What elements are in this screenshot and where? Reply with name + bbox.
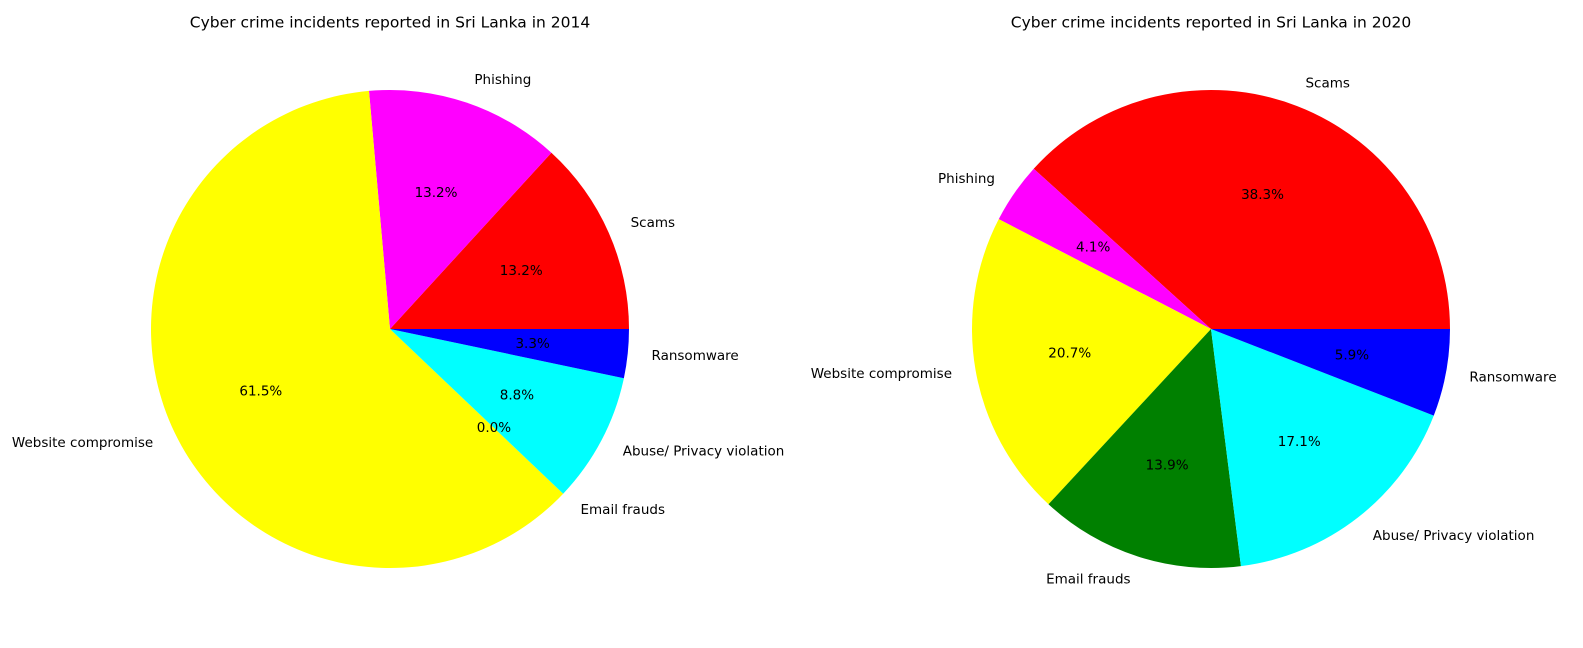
pie-slice-phishing xyxy=(369,89,552,330)
slice-label: Phishing xyxy=(938,171,995,187)
chart-title: Cyber crime incidents reported in Sri La… xyxy=(1011,14,1411,32)
pie-slice-ransomware xyxy=(390,329,629,379)
slice-percent-label: 13.2% xyxy=(500,263,543,279)
pie-slice-scams xyxy=(1033,89,1450,329)
slice-label: Phishing xyxy=(474,72,531,88)
labels-layer: Scams 13.2% Phishing 13.2% Website compromis… xyxy=(12,72,784,518)
slice-percent-label: 17.1% xyxy=(1278,434,1321,450)
slice-percent-label: 4.1% xyxy=(1076,239,1110,255)
slice-percent-label: 0.0% xyxy=(477,420,511,436)
slice-label: Email frauds xyxy=(581,502,665,518)
slice-label: Scams xyxy=(631,215,675,231)
slice-label: Website compromise xyxy=(811,366,952,382)
slice-percent-label: 61.5% xyxy=(239,383,282,399)
slice-label: Scams xyxy=(1305,76,1349,92)
labels-layer: Scams 38.3% Phishing 4.1% Website compromise… xyxy=(811,76,1557,588)
pie-slice-email-frauds xyxy=(1048,329,1241,569)
pie-slice-phishing xyxy=(998,168,1211,329)
slice-percent-label: 13.9% xyxy=(1146,458,1189,474)
pie-chart-0: Cyber crime incidents reported in Sri La… xyxy=(12,14,784,568)
pie-slice-scams xyxy=(390,152,629,329)
pie-slice-website-compromise xyxy=(151,90,564,568)
slice-label: Ransomware xyxy=(651,348,738,364)
slice-percent-label: 8.8% xyxy=(500,388,534,404)
pie-chart-1: Cyber crime incidents reported in Sri La… xyxy=(811,14,1557,588)
slice-label: Abuse/ Privacy violation xyxy=(623,443,785,459)
slice-percent-label: 20.7% xyxy=(1048,346,1091,362)
chart-title: Cyber crime incidents reported in Sri La… xyxy=(190,14,590,32)
slice-percent-label: 5.9% xyxy=(1335,347,1369,363)
slice-label: Website compromise xyxy=(12,435,153,451)
slice-label: Email frauds xyxy=(1046,571,1130,587)
pie-slice-website-compromise xyxy=(972,219,1211,505)
pie-slice-abuse-privacy-violation xyxy=(1211,329,1434,567)
pie-slice-ransomware xyxy=(1211,329,1450,416)
slice-percent-label: 38.3% xyxy=(1241,187,1284,203)
slice-label: Abuse/ Privacy violation xyxy=(1373,528,1535,544)
pie-slice-abuse-privacy-violation xyxy=(390,329,624,494)
slice-percent-label: 13.2% xyxy=(415,185,458,201)
slice-percent-label: 3.3% xyxy=(515,336,549,352)
slice-label: Ransomware xyxy=(1469,369,1556,385)
